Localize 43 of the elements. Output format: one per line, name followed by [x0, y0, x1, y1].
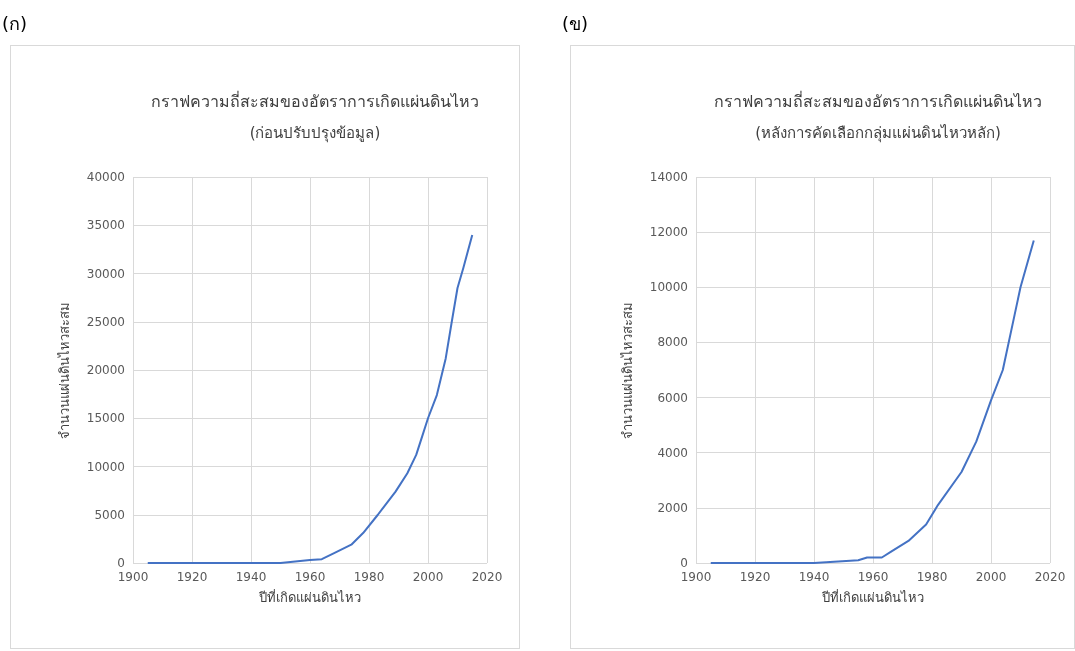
y-axis-title: จำนวนแผ่นดินไหวสะสม [57, 301, 72, 439]
y-tick-label: 0 [117, 556, 125, 570]
x-tick-label: 1920 [739, 570, 771, 584]
x-tick-label: 1900 [117, 570, 149, 584]
y-tick-label: 40000 [86, 170, 125, 184]
y-axis-title: จำนวนแผ่นดินไหวสะสม [620, 301, 635, 439]
x-tick-label: 2000 [975, 570, 1007, 584]
x-tick-label: 1900 [680, 570, 712, 584]
text: (ก) [2, 12, 28, 34]
y-tick-label: 35000 [86, 218, 125, 233]
chart-title: กราฟความถี่สะสมของอัตราการเกิดแผ่นดินไหว [151, 89, 479, 111]
x-tick-label: 2020 [471, 570, 503, 584]
y-tick-label: 10000 [86, 459, 125, 474]
x-tick-label: 1980 [353, 570, 385, 584]
x-tick-label: 1920 [176, 570, 208, 584]
y-tick-label: 30000 [86, 266, 125, 281]
x-tick-label: 1940 [235, 570, 267, 584]
y-tick-label: 4000 [657, 445, 688, 460]
y-tick-label: 25000 [86, 314, 125, 329]
chart-title: กราฟความถี่สะสมของอัตราการเกิดแผ่นดินไหว [714, 89, 1042, 111]
x-tick-label: 2020 [1034, 570, 1066, 584]
x-tick-label: 1960 [294, 570, 326, 584]
y-tick-label: 2000 [657, 500, 688, 515]
x-axis-title: ปีที่เกิดแผ่นดินไหว [821, 589, 924, 605]
y-tick-label: 10000 [649, 280, 688, 295]
x-tick-label: 2000 [412, 570, 444, 584]
chart-subtitle: (ก่อนปรับปรุงข้อมูล) [249, 123, 381, 143]
y-tick-label: 15000 [86, 411, 125, 426]
x-axis-title: ปีที่เกิดแผ่นดินไหว [258, 589, 361, 605]
x-tick-label: 1960 [857, 570, 889, 584]
y-tick-label: 14000 [649, 170, 688, 184]
line-series [146, 233, 474, 564]
y-tick-label: 8000 [657, 335, 688, 350]
x-tick-label: 1940 [798, 570, 830, 584]
y-tick-label: 5000 [94, 507, 125, 522]
line-series [709, 239, 1035, 564]
chart-subtitle: (หลังการคัดเลือกกลุ่มแผ่นดินไหวหลัก) [755, 123, 1001, 143]
y-tick-label: 20000 [86, 363, 125, 377]
y-tick-label: 0 [680, 556, 688, 570]
x-tick-label: 1980 [916, 570, 948, 584]
y-tick-label: 12000 [649, 225, 688, 240]
y-tick-label: 6000 [657, 390, 688, 405]
text: (ข) [562, 12, 589, 34]
